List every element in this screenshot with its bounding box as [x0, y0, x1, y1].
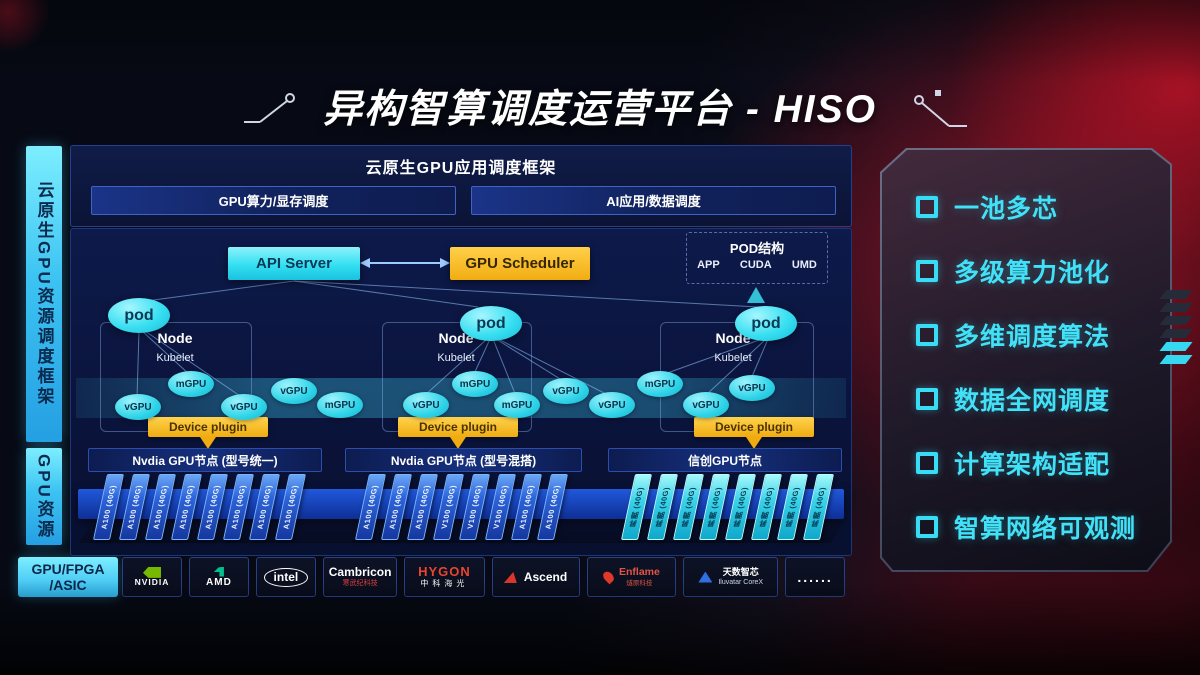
vendor-subtitle: Iluvatar CoreX	[718, 578, 764, 586]
pod-ellipse: pod	[108, 298, 170, 333]
sidebar-framework-bar: 云原生GPU资源调度框架	[26, 146, 62, 442]
vgpu-ellipse: vGPU	[729, 375, 775, 401]
vendor-name: Cambricon	[328, 565, 392, 580]
pod-item-umd: UMD	[791, 259, 817, 271]
ascend-logo	[504, 572, 519, 583]
square-bullet-icon	[916, 324, 938, 346]
square-bullet-icon	[916, 388, 938, 410]
vendor-subtitle: 寒武纪科技	[342, 580, 378, 588]
pod-up-arrow	[747, 287, 765, 303]
sidebar-gpu-resource-bar: GPU资源	[26, 448, 62, 545]
feature-item-5: 计算架构适配	[916, 444, 1136, 482]
mgpu-ellipse: mGPU	[168, 371, 214, 397]
kubelet-label: Kubelet	[437, 352, 475, 364]
feature-label: 智算网络可观测	[954, 515, 1137, 543]
vendor-box-enflame: Enflame 燧原科技	[587, 557, 677, 597]
vendor-name: 天数智芯	[722, 566, 759, 577]
mgpu-ellipse: mGPU	[452, 371, 498, 397]
square-bullet-icon	[916, 196, 938, 218]
hardware-line2: /ASIC	[49, 577, 87, 593]
vendor-row: NVIDIA AMD intel Cambricon 寒武纪科技 HYGON 中科海光 Asc…	[122, 557, 846, 597]
vgpu-ellipse: vGPU	[403, 392, 449, 418]
hardware-line1: GPU/FPGA	[31, 561, 105, 577]
ai-data-scheduling-bar: AI应用/数据调度	[471, 186, 836, 215]
iluvatar-logo	[698, 571, 713, 583]
kubelet-label: Kubelet	[156, 352, 194, 364]
feature-item-1: 一池多芯	[916, 188, 1136, 226]
square-bullet-icon	[916, 452, 938, 474]
pod-item-app: APP	[697, 259, 720, 271]
feature-item-6: 智算网络可观测	[916, 508, 1136, 546]
vendor-box-iluvatar: 天数智芯 Iluvatar CoreX	[683, 557, 779, 597]
kubelet-label: Kubelet	[714, 352, 752, 364]
feature-item-4: 数据全网调度	[916, 380, 1136, 418]
vgpu-ellipse: vGPU	[683, 392, 729, 418]
feature-label: 数据全网调度	[954, 387, 1111, 415]
device-plugin-box: Device plugin	[398, 417, 518, 437]
feature-label: 多维调度算法	[954, 323, 1111, 351]
vendor-box-hygon: HYGON 中科海光	[404, 557, 485, 597]
features-list: 一池多芯多级算力池化 多维调度算法 数据全网调度 计算架构适配 智算网络可观测	[916, 188, 1136, 572]
enflame-logo	[601, 569, 616, 585]
vgpu-ellipse: vGPU	[221, 394, 267, 420]
pod-structure-title: POD结构	[729, 241, 785, 256]
device-plugin-box: Device plugin	[694, 417, 814, 437]
vendor-name: HYGON	[418, 563, 471, 579]
vendor-box-nvidia: NVIDIA	[122, 557, 182, 597]
vendor-box-intel: intel	[255, 557, 316, 597]
vendor-subtitle: 燧原科技	[626, 579, 653, 587]
gpu-node-header-uniform: Nvdia GPU节点 (型号统一)	[88, 448, 322, 472]
api-server-box: API Server	[228, 247, 360, 280]
feature-item-2: 多级算力池化	[916, 252, 1136, 290]
gpu-node-header-xinchuang: 信创GPU节点	[608, 448, 842, 472]
sidebar-gpu-resource-label: GPU资源	[34, 453, 54, 540]
device-plugin-box: Device plugin	[148, 417, 268, 437]
vendor-box-ascend: Ascend	[491, 557, 581, 597]
vendor-box-dots: ......	[785, 557, 846, 597]
vendor-name: AMD	[206, 576, 232, 588]
vgpu-ellipse: vGPU	[543, 378, 589, 404]
mgpu-ellipse: mGPU	[494, 392, 540, 418]
mgpu-ellipse: mGPU	[637, 371, 683, 397]
amd-logo	[213, 566, 224, 577]
deco-stripes	[1159, 290, 1193, 368]
pod-structure-box: POD结构 APP CUDA UMD	[686, 232, 828, 284]
vendor-name: NVIDIA	[134, 576, 170, 587]
pod-item-cuda: CUDA	[739, 259, 772, 271]
square-bullet-icon	[916, 516, 938, 538]
vendor-name: Ascend	[523, 570, 568, 584]
vgpu-ellipse: vGPU	[271, 378, 317, 404]
app-framework-title: 云原生GPU应用调度框架	[365, 160, 557, 177]
pod-ellipse: pod	[460, 306, 522, 341]
mgpu-ellipse: mGPU	[317, 392, 363, 418]
gpu-compute-scheduling-bar: GPU算力/显存调度	[91, 186, 456, 215]
feature-item-3: 多维调度算法	[916, 316, 1136, 354]
feature-label: 一池多芯	[954, 195, 1059, 223]
feature-label: 计算架构适配	[954, 451, 1111, 479]
page-title: 异构智算调度运营平台 - HISO	[322, 88, 877, 131]
dots-icon: ......	[797, 569, 833, 585]
sidebar-framework-label: 云原生GPU资源调度框架	[34, 181, 54, 407]
vgpu-ellipse: vGPU	[589, 392, 635, 418]
feature-label: 多级算力池化	[954, 259, 1111, 287]
intel-logo: intel	[263, 567, 309, 587]
square-bullet-icon	[916, 260, 938, 282]
title-deco-right	[914, 90, 967, 127]
pod-ellipse: pod	[735, 306, 797, 341]
hardware-type-box: GPU/FPGA /ASIC	[18, 557, 118, 597]
vgpu-ellipse: vGPU	[115, 394, 161, 420]
vendor-box-amd: AMD	[188, 557, 249, 597]
app-framework-panel: 云原生GPU应用调度框架 GPU算力/显存调度 AI应用/数据调度	[70, 145, 852, 227]
vendor-box-cambricon: Cambricon 寒武纪科技	[322, 557, 398, 597]
vendor-name: Enflame	[618, 566, 660, 579]
pod-structure-items: APP CUDA UMD	[687, 259, 827, 271]
gpu-node-header-mixed: Nvdia GPU节点 (型号混搭)	[345, 448, 582, 472]
gpu-scheduler-box: GPU Scheduler	[450, 247, 590, 280]
title-deco-left	[244, 93, 295, 123]
vendor-subtitle: 中科海光	[420, 579, 469, 589]
